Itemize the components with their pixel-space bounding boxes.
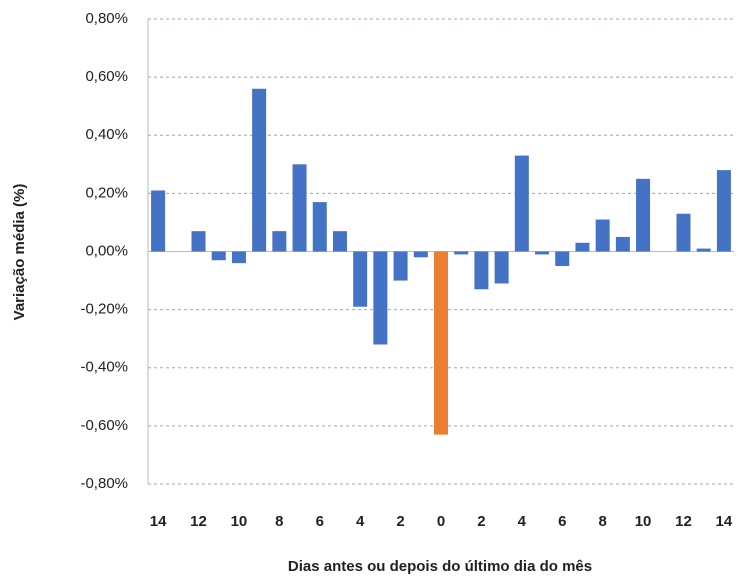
bar xyxy=(535,251,550,255)
x-tick-label: 14 xyxy=(150,513,167,530)
x-tick-label: 6 xyxy=(316,513,324,530)
bar xyxy=(575,242,590,252)
bar xyxy=(514,155,529,252)
bar xyxy=(413,251,428,258)
y-tick-label: 0,40% xyxy=(85,126,128,143)
bar xyxy=(373,251,388,345)
bar xyxy=(332,231,347,252)
bar xyxy=(494,251,509,284)
bar xyxy=(292,164,307,252)
x-tick-label: 10 xyxy=(635,513,652,530)
y-tick-label: -0,40% xyxy=(80,359,128,376)
bar xyxy=(191,231,206,252)
y-tick-label: -0,20% xyxy=(80,301,128,318)
bar xyxy=(434,251,448,435)
x-tick-label: 4 xyxy=(518,513,527,530)
x-tick-label: 0 xyxy=(437,513,445,530)
bar xyxy=(272,231,287,252)
bar xyxy=(595,219,610,252)
x-tick-label: 2 xyxy=(477,513,485,530)
x-tick-label: 8 xyxy=(275,513,283,530)
bar xyxy=(151,190,166,252)
bar xyxy=(716,170,731,252)
bar xyxy=(555,251,570,267)
x-tick-label: 6 xyxy=(558,513,566,530)
bar xyxy=(474,251,489,290)
bar xyxy=(676,213,691,252)
y-tick-label: 0,00% xyxy=(85,242,128,259)
x-tick-label: 2 xyxy=(396,513,404,530)
y-tick-label: 0,80% xyxy=(85,10,128,27)
x-tick-label: 12 xyxy=(675,513,692,530)
bar xyxy=(615,236,630,252)
x-tick-label: 14 xyxy=(716,513,733,530)
y-axis-title: Variação média (%) xyxy=(11,184,28,321)
bar xyxy=(696,248,711,252)
bar xyxy=(353,251,368,307)
bar xyxy=(211,251,226,261)
y-tick-label: 0,20% xyxy=(85,184,128,201)
x-axis-title: Dias antes ou depois do último dia do mê… xyxy=(288,558,592,575)
y-tick-label: 0,60% xyxy=(85,68,128,85)
bar xyxy=(252,88,267,252)
x-tick-label: 4 xyxy=(356,513,365,530)
x-tick-label: 10 xyxy=(231,513,248,530)
x-tick-label: 12 xyxy=(190,513,207,530)
bar xyxy=(393,251,408,281)
bar xyxy=(636,178,651,252)
x-tick-label: 8 xyxy=(598,513,606,530)
y-tick-label: -0,60% xyxy=(80,417,128,434)
y-tick-label: -0,80% xyxy=(80,475,128,492)
bar xyxy=(312,202,327,252)
bar xyxy=(454,251,469,255)
bar xyxy=(231,251,246,264)
